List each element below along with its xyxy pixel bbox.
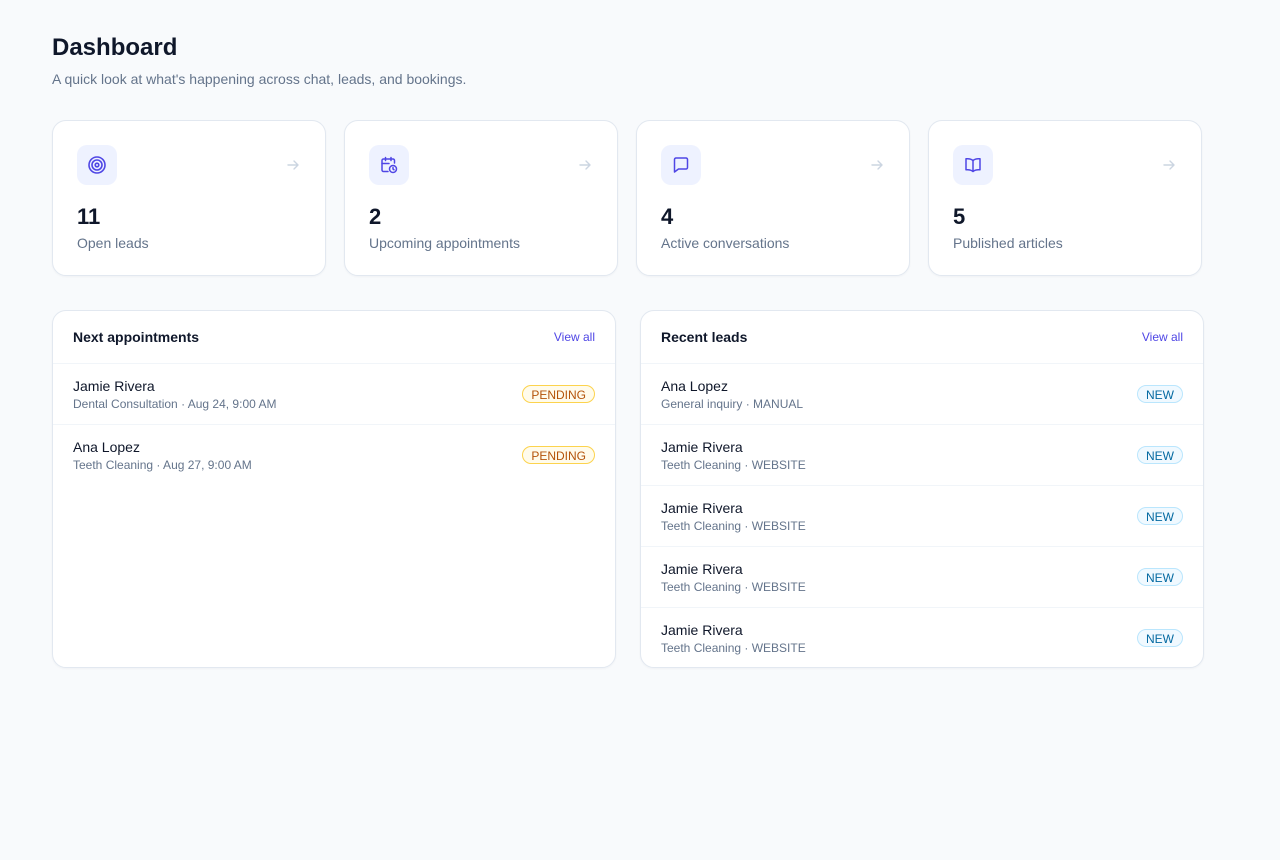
stat-card-published-articles[interactable]: 5 Published articles (928, 120, 1202, 276)
panel-title: Next appointments (73, 329, 200, 345)
lead-name: Ana Lopez (661, 378, 728, 394)
stat-card-open-leads[interactable]: 11 Open leads (52, 120, 326, 276)
lead-name: Jamie Rivera (661, 500, 743, 516)
lead-row[interactable]: Jamie Rivera Teeth Cleaning · WEBSITE NE… (641, 547, 1203, 608)
status-badge: PENDING (522, 385, 595, 403)
lead-name: Jamie Rivera (661, 622, 743, 638)
stat-label: Open leads (77, 235, 149, 251)
appointment-name: Jamie Rivera (73, 378, 155, 394)
status-badge: PENDING (522, 446, 595, 464)
stat-value: 5 (953, 204, 966, 229)
appointment-name: Ana Lopez (73, 439, 140, 455)
panel-header: Next appointments View all (53, 311, 615, 364)
appointment-row[interactable]: Jamie Rivera Dental Consultation · Aug 2… (53, 364, 615, 425)
dashboard-page: Dashboard A quick look at what's happeni… (52, 34, 1204, 668)
next-appointments-panel: Next appointments View all Jamie Rivera … (52, 310, 616, 668)
lead-row[interactable]: Jamie Rivera Teeth Cleaning · WEBSITE NE… (641, 608, 1203, 667)
appointment-meta: Dental Consultation · Aug 24, 9:00 AM (73, 397, 277, 411)
lead-meta: Teeth Cleaning · WEBSITE (661, 580, 806, 594)
view-all-appointments-link[interactable]: View all (553, 330, 595, 344)
calendar-clock-icon (369, 145, 409, 185)
stat-card-active-conversations[interactable]: 4 Active conversations (636, 120, 910, 276)
stat-label: Published articles (953, 235, 1063, 251)
arrow-right-icon (579, 160, 591, 170)
lead-name: Jamie Rivera (661, 561, 743, 577)
appointment-row[interactable]: Ana Lopez Teeth Cleaning · Aug 27, 9:00 … (53, 425, 615, 485)
status-badge: NEW (1137, 507, 1183, 525)
stat-value: 11 (77, 204, 101, 229)
panel-title: Recent leads (661, 329, 748, 345)
stat-card-upcoming-appointments[interactable]: 2 Upcoming appointments (344, 120, 618, 276)
lead-meta: General inquiry · MANUAL (661, 397, 804, 411)
status-badge: NEW (1137, 629, 1183, 647)
page-subtitle: A quick look at what's happening across … (52, 71, 467, 87)
status-badge: NEW (1137, 568, 1183, 586)
arrow-right-icon (1163, 160, 1175, 170)
lead-meta: Teeth Cleaning · WEBSITE (661, 458, 806, 472)
panel-header: Recent leads View all (641, 311, 1203, 364)
arrow-right-icon (287, 160, 299, 170)
stat-value: 2 (369, 204, 382, 229)
status-badge: NEW (1137, 385, 1183, 403)
lead-row[interactable]: Jamie Rivera Teeth Cleaning · WEBSITE NE… (641, 486, 1203, 547)
lead-meta: Teeth Cleaning · WEBSITE (661, 641, 806, 655)
stat-value: 4 (661, 204, 674, 229)
target-icon (77, 145, 117, 185)
chat-bubble-icon (661, 145, 701, 185)
stat-label: Active conversations (661, 235, 790, 251)
status-badge: NEW (1137, 446, 1183, 464)
recent-leads-panel: Recent leads View all Ana Lopez General … (640, 310, 1204, 668)
lead-row[interactable]: Jamie Rivera Teeth Cleaning · WEBSITE NE… (641, 425, 1203, 486)
page-title: Dashboard (52, 34, 178, 61)
lead-meta: Teeth Cleaning · WEBSITE (661, 519, 806, 533)
lead-row[interactable]: Ana Lopez General inquiry · MANUAL NEW (641, 364, 1203, 425)
stats-grid: 11 Open leads 2 Upcoming appointments (52, 120, 1204, 278)
lead-name: Jamie Rivera (661, 439, 743, 455)
view-all-leads-link[interactable]: View all (1141, 330, 1183, 344)
stat-label: Upcoming appointments (369, 235, 520, 251)
appointment-meta: Teeth Cleaning · Aug 27, 9:00 AM (73, 458, 252, 472)
open-book-icon (953, 145, 993, 185)
arrow-right-icon (871, 160, 883, 170)
